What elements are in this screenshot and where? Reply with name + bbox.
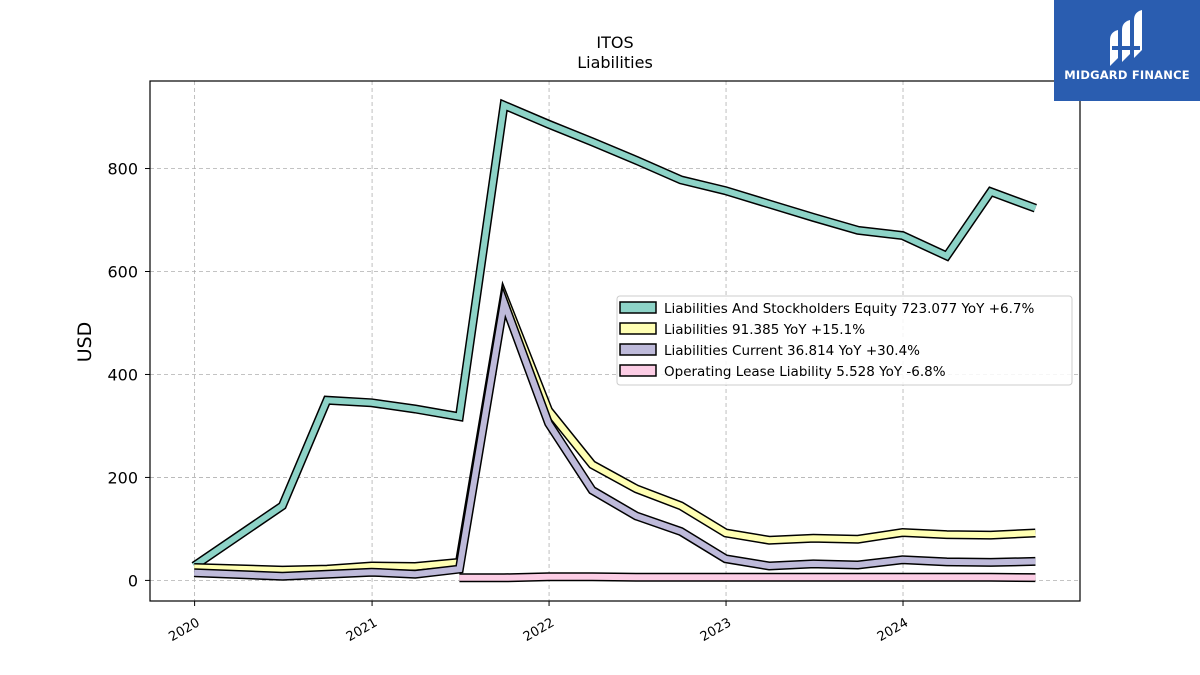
- x-tick-label: 2021: [344, 615, 380, 645]
- series-2-line: [193, 290, 1036, 580]
- x-ticks: 2020 2021 2022 2023 2024: [166, 601, 911, 645]
- logo-text: MIDGARD FINANCE: [1064, 68, 1190, 82]
- y-tick-label: 400: [107, 365, 138, 384]
- series-0-line: [192, 100, 1037, 569]
- chart-subtitle: Liabilities: [577, 53, 653, 72]
- legend-entry: Liabilities 91.385 YoY +15.1%: [664, 322, 865, 338]
- x-tick-label: 2022: [521, 615, 557, 645]
- legend-swatch: [619, 364, 657, 377]
- legend-entry: Operating Lease Liability 5.528 YoY -6.8…: [664, 364, 946, 380]
- y-tick-label: 0: [128, 571, 138, 590]
- legend-swatch: [619, 301, 657, 314]
- series-3-line: [459, 573, 1036, 581]
- plot-frame: [149, 80, 1081, 602]
- y-tick-label: 200: [107, 468, 138, 487]
- y-ticks: 0 200 400 600 800: [107, 160, 150, 590]
- brand-logo: MIDGARD FINANCE: [1054, 0, 1200, 101]
- series-lines: [191, 98, 1037, 583]
- x-tick-label: 2024: [875, 615, 911, 645]
- midgard-logo-icon: [1110, 10, 1142, 66]
- x-tick-label: 2020: [166, 615, 202, 645]
- x-tick-label: 2023: [698, 615, 734, 645]
- y-axis-label: USD: [74, 322, 96, 363]
- legend-swatch: [619, 343, 657, 356]
- legend: Liabilities And Stockholders Equity 723.…: [616, 295, 1073, 386]
- legend-entry: Liabilities Current 36.814 YoY +30.4%: [664, 343, 920, 359]
- y-tick-label: 600: [107, 262, 138, 281]
- y-tick-label: 800: [107, 160, 138, 179]
- legend-box: [616, 295, 1073, 386]
- legend-entry: Liabilities And Stockholders Equity 723.…: [664, 301, 1034, 317]
- chart-title: ITOS: [596, 33, 633, 52]
- legend-swatch: [619, 322, 657, 335]
- series-1-line: [194, 286, 1036, 574]
